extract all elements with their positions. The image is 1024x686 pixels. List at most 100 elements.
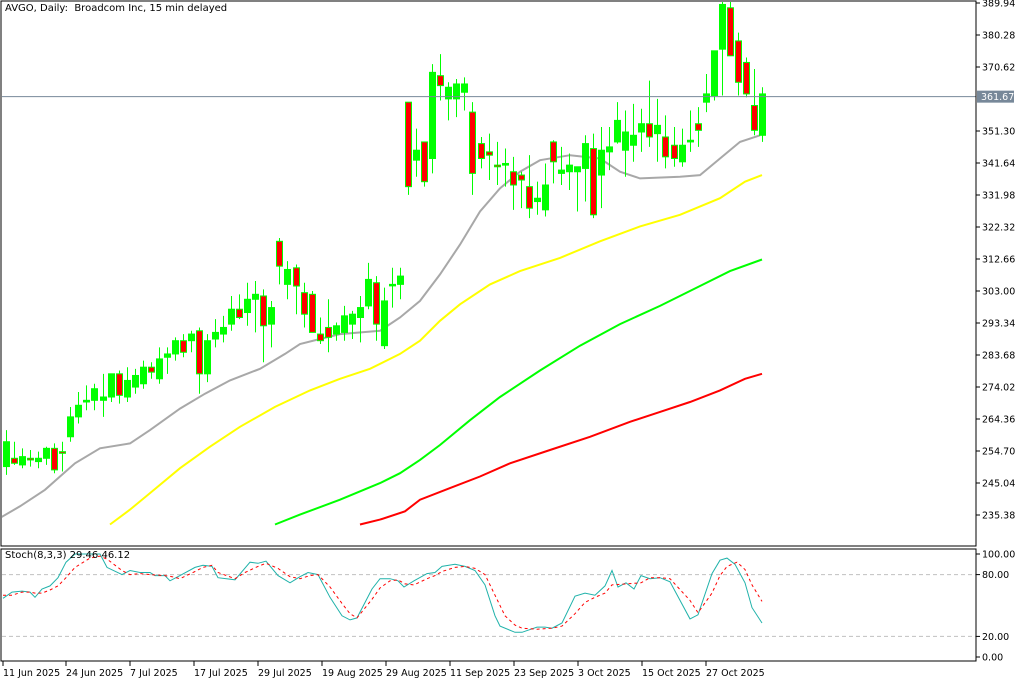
bullish-candle: [654, 124, 661, 135]
bearish-candle: [325, 326, 332, 338]
bearish-candle: [735, 40, 742, 83]
price-tick-label: 331.98: [982, 191, 1015, 202]
bullish-candle: [574, 166, 581, 173]
bullish-candle: [349, 313, 356, 325]
bearish-candle: [236, 308, 243, 319]
bullish-candle: [140, 366, 147, 385]
stochastic-panel[interactable]: [0, 548, 977, 662]
price-tick-label: 380.28: [982, 31, 1015, 42]
bullish-candle: [630, 134, 637, 146]
price-tick-label: 235.38: [982, 511, 1015, 522]
stochastic-label: Stoch(8,3,3) 29.46 46.12: [5, 550, 131, 561]
bullish-candle: [365, 278, 372, 307]
bearish-candle: [743, 61, 750, 95]
price-tick-label: 274.02: [982, 383, 1015, 394]
bearish-candle: [727, 7, 734, 57]
bullish-candle: [43, 447, 50, 459]
price-tick-label: 370.62: [982, 63, 1015, 74]
bearish-candle: [373, 282, 380, 325]
bearish-candle: [309, 293, 316, 333]
price-tick-label: 389.94: [982, 0, 1015, 10]
bullish-candle: [341, 315, 348, 333]
price-tick-label: 245.04: [982, 479, 1015, 490]
bearish-candle: [421, 141, 428, 183]
bullish-candle: [228, 308, 235, 325]
bullish-candle: [711, 50, 718, 97]
bullish-candle: [381, 300, 388, 347]
stochastic-axis: 100.00 80.00 20.00 0.00: [975, 549, 1015, 664]
bearish-candle: [526, 186, 533, 209]
bullish-candle: [445, 86, 452, 100]
current-price-line: 361.67: [2, 90, 1014, 103]
bullish-candle: [357, 307, 364, 319]
stochastic-main-line: [2, 553, 763, 633]
main-chart-panel[interactable]: [0, 0, 977, 547]
bullish-candle: [124, 379, 131, 398]
bullish-candle: [453, 83, 460, 100]
moving-average-lines: [2, 134, 763, 526]
time-tick-label: 11 Jun 2025: [3, 668, 60, 679]
price-tick-label: 322.32: [982, 223, 1015, 234]
time-tick-label: 23 Sep 2025: [514, 668, 574, 679]
bullish-candle: [35, 457, 42, 463]
bearish-candle: [180, 340, 187, 353]
bullish-candle: [389, 283, 396, 287]
bullish-candle: [284, 268, 291, 285]
price-tick-label: 293.34: [982, 319, 1015, 330]
time-tick-label: 29 Jul 2025: [258, 668, 312, 679]
time-tick-label: 15 Oct 2025: [642, 668, 701, 679]
bearish-candle: [550, 141, 557, 163]
bullish-candle: [333, 325, 340, 335]
chart-title: AVGO, Daily: Broadcom Inc, 15 min delaye…: [5, 3, 228, 14]
bullish-candle: [132, 374, 139, 388]
moving-average-line: [359, 372, 763, 526]
bullish-candle: [566, 164, 573, 173]
price-tick-label: 264.36: [982, 415, 1015, 426]
bullish-candle: [687, 139, 694, 143]
stochastic-tick-label: 100.00: [982, 550, 1015, 561]
bullish-candle: [108, 373, 115, 398]
bullish-candle: [606, 146, 613, 153]
bullish-candle: [188, 333, 195, 342]
stochastic-level-lines: [2, 574, 976, 637]
bullish-candle: [461, 83, 468, 93]
bullish-candle: [252, 293, 259, 300]
bearish-candle: [437, 75, 444, 87]
bullish-candle: [703, 93, 710, 103]
bearish-candle: [590, 148, 597, 216]
bullish-candle: [598, 149, 605, 176]
price-axis: 389.94 380.28 370.62 351.30 341.64 331.98 322.…: [975, 0, 1015, 546]
time-tick-label: 19 Aug 2025: [322, 668, 383, 679]
bullish-candle: [19, 456, 26, 466]
bullish-candle: [204, 340, 211, 375]
bullish-candle: [220, 326, 227, 335]
bearish-candle: [662, 136, 669, 158]
time-tick-label: 27 Oct 2025: [706, 668, 765, 679]
bullish-candle: [679, 144, 686, 163]
bearish-candle: [59, 451, 66, 454]
bullish-candle: [212, 331, 219, 340]
bullish-candle: [83, 399, 90, 403]
bullish-candle: [91, 388, 98, 401]
candlestick-series: [3, 2, 766, 475]
stochastic-tick-label: 80.00: [982, 570, 1009, 581]
bearish-candle: [751, 104, 758, 131]
bearish-candle: [510, 171, 517, 186]
time-tick-label: 7 Jul 2025: [130, 668, 178, 679]
price-tick-label: 351.30: [982, 127, 1015, 138]
stochastic-oscillator-lines: [2, 553, 763, 633]
bullish-candle: [502, 162, 509, 166]
bearish-candle: [260, 295, 267, 327]
bullish-candle: [582, 143, 589, 169]
bearish-candle: [518, 174, 525, 181]
stochastic-tick-label: 20.00: [982, 632, 1009, 643]
time-tick-label: 24 Jun 2025: [66, 668, 123, 679]
moving-average-line: [2, 134, 761, 518]
bearish-candle: [51, 447, 58, 471]
bullish-candle: [719, 3, 726, 50]
bullish-candle: [614, 119, 621, 143]
bearish-candle: [671, 144, 678, 159]
bullish-candle: [413, 149, 420, 161]
